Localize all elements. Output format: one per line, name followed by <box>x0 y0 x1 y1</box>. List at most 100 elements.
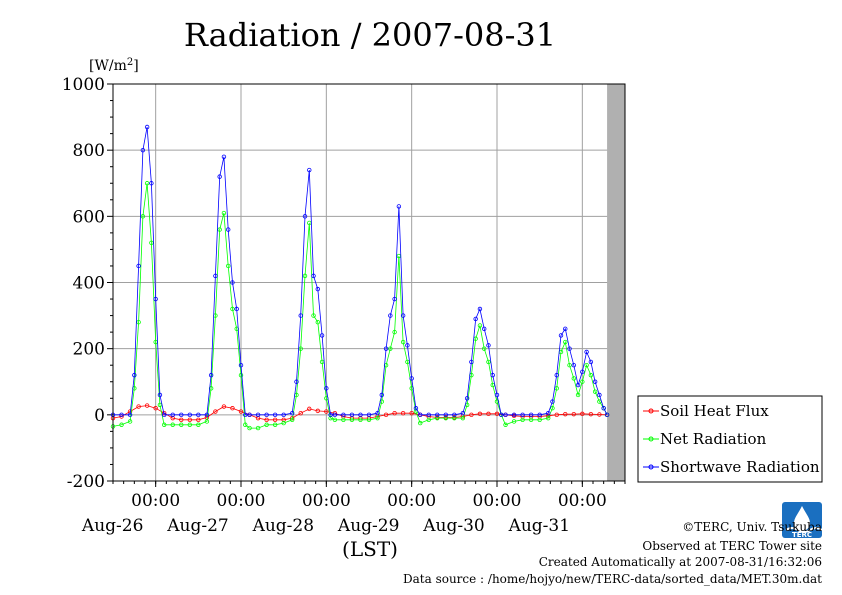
data-point <box>563 326 568 332</box>
data-point <box>601 406 606 411</box>
data-point <box>511 412 517 418</box>
data-point <box>469 412 474 418</box>
data-point <box>503 412 508 418</box>
data-point <box>604 412 610 418</box>
data-point <box>563 411 568 417</box>
data-point <box>136 263 141 269</box>
data-point <box>482 346 487 351</box>
data-point <box>409 376 414 381</box>
data-point <box>366 417 372 422</box>
data-point <box>571 376 576 381</box>
data-point <box>392 410 397 416</box>
data-point <box>490 372 495 378</box>
data-point <box>204 412 210 418</box>
data-point <box>571 411 576 417</box>
data-point <box>392 296 397 302</box>
data-point <box>482 326 487 332</box>
series-group <box>110 124 610 431</box>
data-point <box>230 280 235 285</box>
y-tick-label: 200 <box>73 340 105 360</box>
data-point <box>153 406 158 411</box>
data-point <box>247 425 252 431</box>
source-text: Data source : /home/hojyo/new/TERC-data/… <box>403 572 822 586</box>
data-point <box>315 408 320 414</box>
wave-icon <box>785 527 823 533</box>
data-point <box>319 333 325 338</box>
data-point <box>537 412 542 418</box>
data-point <box>127 419 133 424</box>
data-point <box>400 339 406 345</box>
data-point <box>584 363 589 368</box>
data-point <box>217 227 222 232</box>
data-point <box>383 346 389 351</box>
data-point <box>396 204 402 209</box>
data-point <box>217 174 222 179</box>
data-point <box>580 379 585 384</box>
x-tick-date-label: Aug-31 <box>508 516 570 536</box>
data-point <box>238 363 244 368</box>
data-point <box>477 306 483 312</box>
data-point <box>238 409 244 414</box>
data-point <box>571 363 576 368</box>
data-point <box>597 412 602 417</box>
series-line <box>112 183 608 429</box>
series-shortwave-radiation <box>110 124 610 418</box>
data-point <box>302 273 308 279</box>
x-tick-date-label: Aug-26 <box>81 516 143 536</box>
data-point <box>144 124 150 130</box>
data-point <box>281 420 286 426</box>
data-point <box>426 412 431 418</box>
data-point <box>460 415 466 421</box>
data-point <box>443 412 448 418</box>
data-point <box>213 273 218 279</box>
y-axis: -200 0 200 400 600 800 1000 <box>62 75 113 492</box>
data-point <box>225 227 231 232</box>
data-point <box>588 359 594 365</box>
data-point <box>520 417 525 422</box>
created-text: Created Automatically at 2007-08-31/16:3… <box>539 555 822 569</box>
data-point <box>584 349 589 355</box>
data-point <box>528 412 534 418</box>
data-point <box>255 425 261 431</box>
data-point <box>558 333 564 338</box>
data-point <box>546 410 551 416</box>
legend-label: Soil Heat Flux <box>660 402 769 420</box>
data-point <box>196 412 201 418</box>
data-point <box>409 410 414 416</box>
data-point <box>477 323 483 328</box>
legend-label: Net Radiation <box>660 430 767 448</box>
data-point <box>140 147 146 153</box>
data-point <box>294 379 299 384</box>
data-point <box>187 422 192 427</box>
data-point <box>149 240 154 245</box>
data-point <box>426 417 431 422</box>
data-point <box>588 411 594 417</box>
data-point <box>315 320 320 325</box>
data-point <box>324 386 329 391</box>
data-point <box>528 417 534 422</box>
series-line <box>113 126 608 416</box>
data-point <box>264 422 269 427</box>
data-point <box>341 417 346 422</box>
logo-text: TERC <box>792 531 812 539</box>
data-point <box>187 412 192 418</box>
data-point <box>136 320 141 325</box>
y-tick-label: 600 <box>73 207 105 227</box>
data-point <box>149 181 154 186</box>
data-point <box>170 422 175 427</box>
data-point <box>499 412 504 418</box>
x-tick-time-label: 00:00 <box>217 491 266 511</box>
data-point <box>388 346 393 351</box>
data-point <box>486 343 491 348</box>
data-point <box>477 411 483 417</box>
data-point <box>469 359 474 365</box>
data-point <box>567 363 572 368</box>
data-point <box>307 167 312 173</box>
data-point <box>324 409 329 414</box>
data-point <box>550 406 555 411</box>
data-point <box>281 412 286 418</box>
data-point <box>588 372 594 378</box>
x-tick-time-label: 00:00 <box>387 491 436 511</box>
data-point <box>546 415 551 421</box>
data-point <box>435 412 440 418</box>
